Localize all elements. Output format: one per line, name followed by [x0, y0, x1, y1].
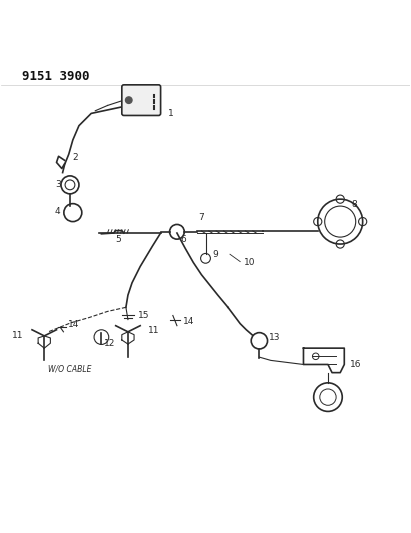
Circle shape [125, 97, 132, 103]
Text: 12: 12 [104, 339, 115, 348]
Text: 6: 6 [180, 235, 186, 244]
Text: W/O CABLE: W/O CABLE [48, 364, 92, 373]
Text: 13: 13 [269, 334, 280, 342]
Text: 16: 16 [351, 360, 362, 369]
Text: 11: 11 [12, 332, 24, 341]
Text: 10: 10 [244, 258, 256, 267]
Text: 9: 9 [213, 250, 219, 259]
Text: 9151 3900: 9151 3900 [22, 70, 89, 83]
Text: 15: 15 [138, 311, 150, 320]
Text: 7: 7 [199, 213, 204, 222]
Text: 5: 5 [115, 236, 120, 245]
Text: 14: 14 [67, 320, 79, 329]
Text: 14: 14 [183, 317, 194, 326]
Text: 1: 1 [168, 109, 174, 118]
Text: 2: 2 [73, 152, 79, 161]
Text: 4: 4 [55, 207, 60, 216]
Text: 11: 11 [148, 327, 160, 335]
Text: 3: 3 [55, 180, 60, 189]
FancyBboxPatch shape [122, 85, 161, 116]
Text: 8: 8 [352, 200, 358, 209]
